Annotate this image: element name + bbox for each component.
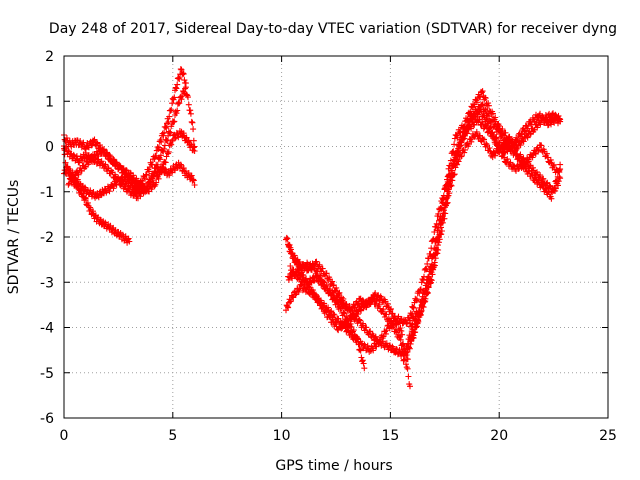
x-tick-label: 10 (273, 428, 291, 444)
y-tick-label: -3 (40, 275, 54, 291)
y-tick-label: -5 (40, 366, 54, 382)
y-tick-label: 2 (45, 49, 54, 65)
y-axis-label: SDTVAR / TECUs (6, 180, 22, 295)
y-tick-label: 1 (45, 94, 54, 110)
x-tick-label: 5 (168, 428, 177, 444)
data-trace (409, 101, 564, 311)
y-tick-label: -2 (40, 230, 54, 246)
plus-markers (283, 234, 407, 360)
grid (64, 56, 608, 418)
axis-ticks: 0 5 10 15 20 25 -6 -5 -4 -3 -2 -1 0 1 2 (40, 49, 617, 444)
x-tick-label: 0 (60, 428, 69, 444)
plus-markers (285, 259, 368, 372)
data-trace (402, 128, 564, 355)
data-trace (400, 88, 564, 364)
y-tick-label: 0 (45, 140, 54, 156)
y-tick-label: -6 (40, 411, 54, 427)
plus-markers (402, 128, 564, 355)
x-tick-label: 15 (381, 428, 399, 444)
x-axis-label: GPS time / hours (275, 458, 392, 474)
plus-markers (65, 128, 198, 196)
plus-markers (400, 88, 564, 364)
x-tick-label: 25 (599, 428, 617, 444)
x-tick-label: 20 (490, 428, 508, 444)
data-marks (61, 66, 564, 390)
data-trace (285, 259, 368, 372)
plot-frame (63, 55, 609, 419)
y-tick-label: -4 (40, 321, 54, 337)
data-trace (65, 128, 198, 196)
data-trace (283, 234, 407, 360)
chart-title: Day 248 of 2017, Sidereal Day-to-day VTE… (49, 21, 617, 37)
plus-markers (409, 101, 564, 311)
y-tick-label: -1 (40, 185, 54, 201)
